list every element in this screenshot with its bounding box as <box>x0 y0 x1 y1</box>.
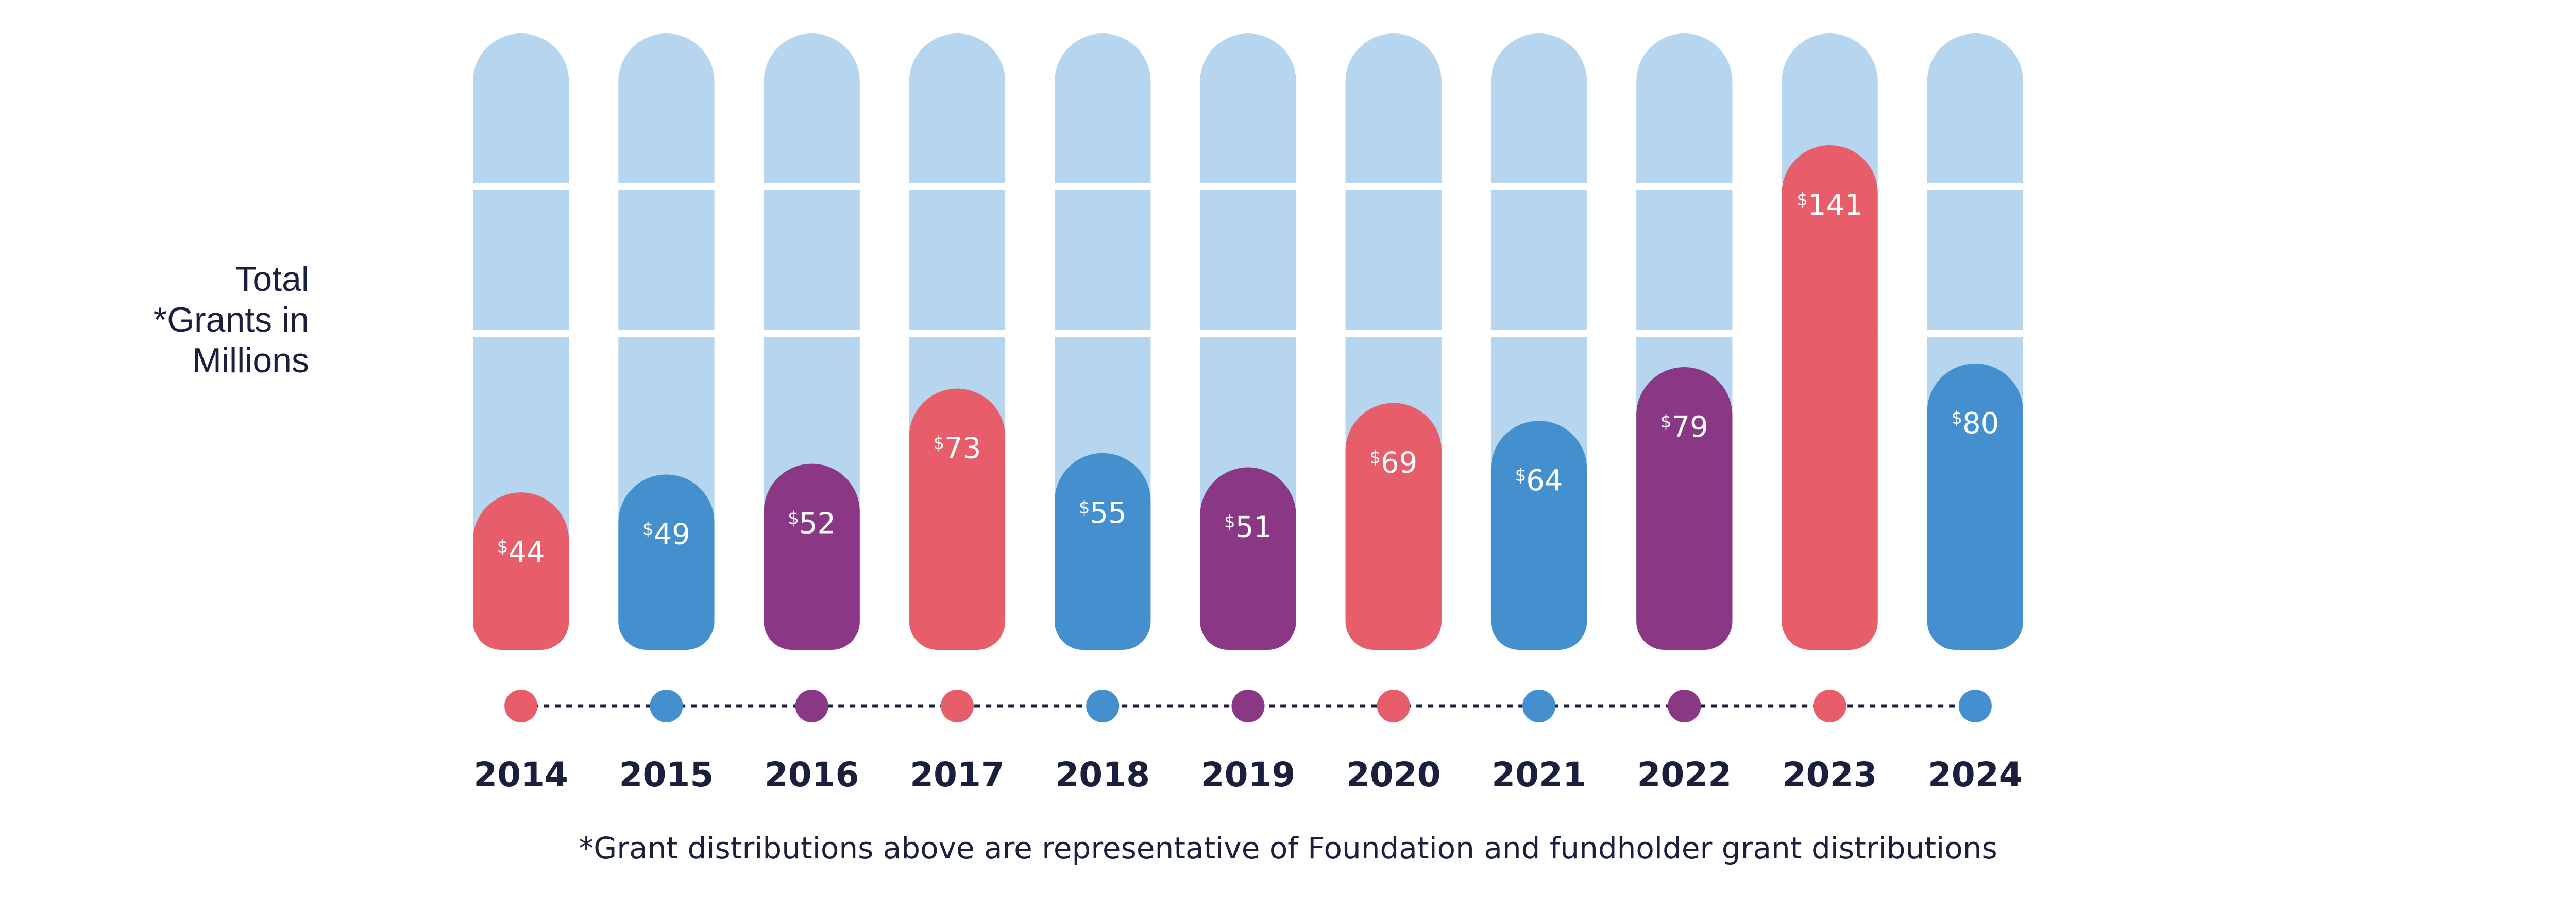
value-label-2023: $141 <box>1797 188 1863 222</box>
footnote: *Grant distributions above are represent… <box>579 831 1997 866</box>
timeline-dot-2022 <box>1668 690 1701 722</box>
value-label-2022: $79 <box>1660 410 1708 444</box>
timeline-dot-2019 <box>1231 690 1265 722</box>
bar-2015 <box>618 474 715 650</box>
pill-separator-2020-2 <box>1344 330 1443 337</box>
timeline-dot-2021 <box>1522 690 1556 722</box>
timeline-dots <box>504 690 1992 722</box>
x-tick-label-2022: 2022 <box>1637 755 1732 795</box>
pill-separator-2019-2 <box>1199 330 1297 337</box>
pill-separator-2022-2 <box>1635 330 1734 337</box>
pill-separator-2019-1 <box>1199 183 1297 190</box>
y-axis-label: Total *Grants in Millions <box>154 260 309 380</box>
x-tick-label-2020: 2020 <box>1346 755 1441 795</box>
x-tick-label-2016: 2016 <box>765 755 859 795</box>
pill-separator-2015-1 <box>617 183 716 190</box>
bar-2017 <box>909 388 1006 650</box>
pill-separator-2014-1 <box>471 183 570 190</box>
value-labels: $44 $49 $52 $73 $55 $51 $69 $64 $79 $141 $80 <box>497 188 1999 569</box>
x-tick-label-2017: 2017 <box>910 755 1005 795</box>
timeline-dot-2020 <box>1377 690 1410 722</box>
value-label-2017: $73 <box>934 432 981 466</box>
timeline-dot-2024 <box>1958 690 1992 722</box>
pill-separator-2024-1 <box>1926 183 2025 190</box>
value-label-2015: $49 <box>642 518 690 551</box>
x-tick-label-2023: 2023 <box>1783 755 1877 795</box>
timeline-dot-2017 <box>940 690 974 722</box>
bar-2014 <box>472 492 569 650</box>
pill-separator-2017-1 <box>908 183 1007 190</box>
value-label-2018: $55 <box>1079 496 1127 530</box>
timeline-dot-2018 <box>1086 690 1120 722</box>
value-label-2024: $80 <box>1951 407 1999 440</box>
y-axis-label-line-2: *Grants in <box>154 300 309 339</box>
x-tick-label-2015: 2015 <box>619 755 714 795</box>
bar-2021 <box>1490 421 1587 650</box>
y-axis-label-line-3: Millions <box>192 341 309 380</box>
timeline-dot-2015 <box>650 690 683 722</box>
value-label-2021: $64 <box>1515 464 1563 497</box>
pill-separator-2014-2 <box>471 330 570 337</box>
bars <box>472 145 2024 650</box>
bar-2019 <box>1200 467 1296 650</box>
bar-2024 <box>1927 364 2024 650</box>
pill-separator-2022-1 <box>1635 183 1734 190</box>
pill-separator-2021-1 <box>1489 183 1588 190</box>
x-tick-label-2018: 2018 <box>1055 755 1150 795</box>
value-label-2020: $69 <box>1369 446 1417 479</box>
pill-separator-2016-1 <box>762 183 861 190</box>
pill-separator-2015-2 <box>617 330 716 337</box>
pill-separator-2024-2 <box>1926 330 2025 337</box>
pill-separator-2020-1 <box>1344 183 1443 190</box>
pill-separator-2018-1 <box>1054 183 1152 190</box>
pill-separator-2016-2 <box>762 330 861 337</box>
x-tick-label-2014: 2014 <box>473 755 568 795</box>
value-label-2019: $51 <box>1224 511 1272 544</box>
bar-2018 <box>1055 453 1151 650</box>
x-tick-label-2019: 2019 <box>1201 755 1296 795</box>
value-label-2016: $52 <box>788 507 836 541</box>
value-label-2014: $44 <box>497 536 545 569</box>
pill-separator-2018-2 <box>1054 330 1152 337</box>
timeline-dot-2016 <box>795 690 828 722</box>
bar-2023 <box>1782 145 1878 650</box>
bar-2020 <box>1345 403 1442 650</box>
timeline-dot-2023 <box>1813 690 1846 722</box>
bar-2016 <box>764 463 860 650</box>
x-tick-label-2021: 2021 <box>1492 755 1586 795</box>
bar-2022 <box>1636 367 1733 650</box>
x-axis-labels: 2014 2015 2016 2017 2018 2019 2020 2021 2022 2023… <box>473 755 2022 795</box>
x-tick-label-2024: 2024 <box>1928 755 2023 795</box>
y-axis-label-line-1: Total <box>235 260 309 299</box>
pill-separator-2021-2 <box>1489 330 1588 337</box>
pill-separator-2017-2 <box>908 330 1007 337</box>
timeline-dot-2014 <box>504 690 538 722</box>
